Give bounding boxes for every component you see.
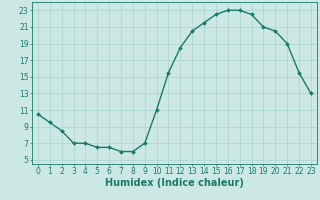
X-axis label: Humidex (Indice chaleur): Humidex (Indice chaleur) xyxy=(105,178,244,188)
